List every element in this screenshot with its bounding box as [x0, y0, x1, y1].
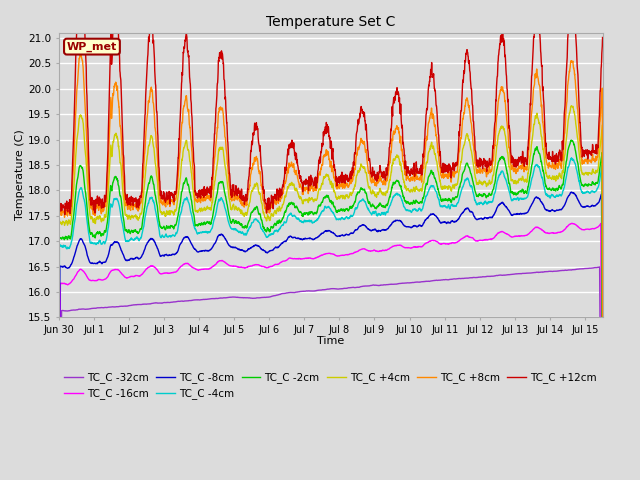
TC_C -8cm	[87, 260, 95, 266]
TC_C -32cm	[333, 286, 341, 292]
TC_C -32cm	[515, 271, 523, 276]
TC_C -16cm	[412, 244, 420, 250]
TC_C -2cm	[412, 197, 420, 203]
TC_C -4cm	[580, 190, 588, 196]
TC_C -32cm	[412, 279, 420, 285]
TC_C -32cm	[87, 306, 95, 312]
Line: TC_C -2cm: TC_C -2cm	[59, 140, 602, 480]
TC_C +4cm	[87, 216, 95, 221]
TC_C -8cm	[412, 223, 420, 229]
TC_C +12cm	[515, 156, 523, 162]
TC_C +4cm	[412, 185, 420, 191]
TC_C -2cm	[580, 184, 588, 190]
TC_C -8cm	[567, 189, 575, 195]
TC_C -8cm	[515, 211, 523, 217]
Y-axis label: Temperature (C): Temperature (C)	[15, 130, 25, 220]
TC_C -8cm	[580, 204, 588, 210]
TC_C -32cm	[596, 264, 604, 270]
TC_C +8cm	[412, 169, 420, 175]
TC_C -4cm	[333, 216, 341, 222]
TC_C -16cm	[568, 220, 576, 226]
TC_C -2cm	[568, 137, 575, 143]
Text: WP_met: WP_met	[67, 41, 117, 52]
Line: TC_C +4cm: TC_C +4cm	[59, 106, 602, 480]
TC_C +12cm	[412, 163, 420, 168]
TC_C -4cm	[396, 192, 403, 198]
TC_C -2cm	[515, 189, 523, 194]
TC_C +4cm	[598, 366, 606, 372]
Line: TC_C -16cm: TC_C -16cm	[59, 223, 602, 480]
TC_C +8cm	[77, 51, 84, 57]
TC_C +8cm	[87, 205, 95, 211]
TC_C +4cm	[333, 195, 341, 201]
Title: Temperature Set C: Temperature Set C	[266, 15, 396, 29]
TC_C -4cm	[412, 207, 420, 213]
TC_C +4cm	[580, 172, 588, 178]
Legend: TC_C -32cm, TC_C -16cm, TC_C -8cm, TC_C -4cm, TC_C -2cm, TC_C +4cm, TC_C +8cm, T: TC_C -32cm, TC_C -16cm, TC_C -8cm, TC_C …	[60, 368, 601, 403]
TC_C -2cm	[333, 208, 341, 214]
TC_C +12cm	[396, 95, 403, 101]
TC_C -2cm	[396, 181, 403, 187]
TC_C +4cm	[396, 156, 403, 162]
TC_C +4cm	[568, 103, 575, 108]
TC_C +8cm	[396, 132, 403, 138]
TC_C +12cm	[87, 198, 95, 204]
Line: TC_C -4cm: TC_C -4cm	[59, 158, 602, 480]
TC_C +8cm	[515, 166, 523, 171]
Line: TC_C -32cm: TC_C -32cm	[59, 267, 602, 480]
TC_C -8cm	[333, 233, 341, 239]
Line: TC_C +8cm: TC_C +8cm	[59, 54, 602, 480]
TC_C -16cm	[580, 227, 588, 232]
X-axis label: Time: Time	[317, 336, 344, 347]
TC_C +12cm	[580, 151, 588, 156]
TC_C -16cm	[87, 277, 95, 283]
TC_C -16cm	[515, 233, 523, 239]
TC_C +4cm	[515, 176, 523, 182]
TC_C +12cm	[334, 180, 342, 185]
TC_C +8cm	[580, 159, 588, 165]
Line: TC_C +12cm: TC_C +12cm	[59, 0, 602, 480]
Line: TC_C -8cm: TC_C -8cm	[59, 192, 602, 480]
TC_C +12cm	[598, 35, 606, 40]
TC_C -32cm	[396, 281, 403, 287]
TC_C -32cm	[580, 266, 588, 272]
TC_C +8cm	[334, 184, 342, 190]
TC_C -16cm	[396, 242, 403, 248]
TC_C +8cm	[598, 422, 606, 428]
TC_C -16cm	[333, 253, 341, 259]
TC_C -4cm	[515, 197, 523, 203]
TC_C -4cm	[87, 240, 95, 246]
TC_C -4cm	[598, 474, 606, 480]
TC_C -2cm	[87, 231, 95, 237]
TC_C -8cm	[396, 217, 403, 223]
TC_C -4cm	[568, 155, 575, 161]
